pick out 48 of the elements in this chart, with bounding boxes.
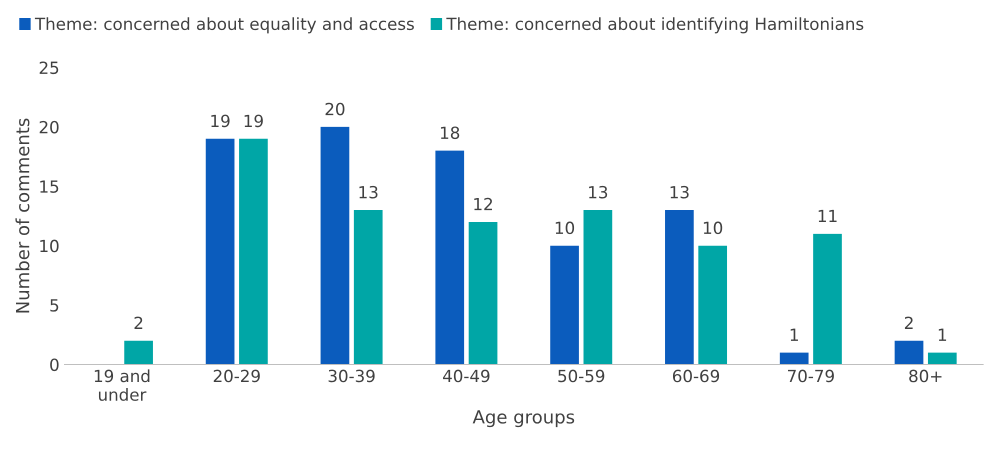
bar xyxy=(584,210,612,364)
y-tick-label: 20 xyxy=(40,120,59,134)
x-tick-label: 30-39 xyxy=(328,370,375,382)
data-label: 13 xyxy=(670,186,689,198)
y-tick-label: 25 xyxy=(40,61,58,74)
data-label: 18 xyxy=(440,126,460,140)
x-tick-label: 19 and under xyxy=(94,369,150,401)
bar xyxy=(206,138,234,364)
x-tick-label: 60-69 xyxy=(672,370,720,382)
data-label: 19 xyxy=(211,114,230,128)
data-label: 11 xyxy=(818,210,837,222)
y-tick-label: 5 xyxy=(50,299,58,312)
data-label: 1 xyxy=(790,328,798,341)
y-tick-label: 0 xyxy=(50,358,59,372)
data-label: 1 xyxy=(938,328,946,341)
bar xyxy=(894,340,924,364)
data-label: 20 xyxy=(326,102,344,116)
bar xyxy=(698,246,728,364)
x-tick-label: 20-29 xyxy=(214,370,260,382)
data-label: 13 xyxy=(589,186,608,198)
legend-label: Theme: concerned about identifying Hamiltonians xyxy=(446,17,864,34)
data-label: 12 xyxy=(474,198,492,210)
bar xyxy=(239,138,268,364)
y-tick-label: 10 xyxy=(40,240,59,252)
data-label: 10 xyxy=(556,222,574,234)
x-tick-label: 70-79 xyxy=(788,370,834,382)
data-label: 19 xyxy=(244,114,263,128)
data-label: 10 xyxy=(704,222,722,234)
bar xyxy=(435,150,464,364)
data-label: 2 xyxy=(904,316,913,329)
bar xyxy=(320,126,350,364)
data-label: 2 xyxy=(134,316,142,329)
x-tick-label: 50-59 xyxy=(558,370,604,382)
bar xyxy=(124,340,153,364)
y-axis-title: Number of comments xyxy=(15,118,30,313)
data-label: 13 xyxy=(359,186,378,198)
x-tick-label: 40-49 xyxy=(443,370,490,382)
bar xyxy=(780,352,809,364)
bar xyxy=(928,352,957,364)
x-axis-title: Age groups xyxy=(472,410,574,428)
bar xyxy=(354,210,383,364)
bar xyxy=(813,234,842,364)
bar xyxy=(550,246,579,364)
bar xyxy=(665,210,694,364)
x-tick-label: 80+ xyxy=(909,370,942,382)
y-tick-label: 15 xyxy=(40,180,58,193)
bar xyxy=(468,222,498,364)
legend-label: Theme: concerned about equality and access xyxy=(34,17,414,34)
